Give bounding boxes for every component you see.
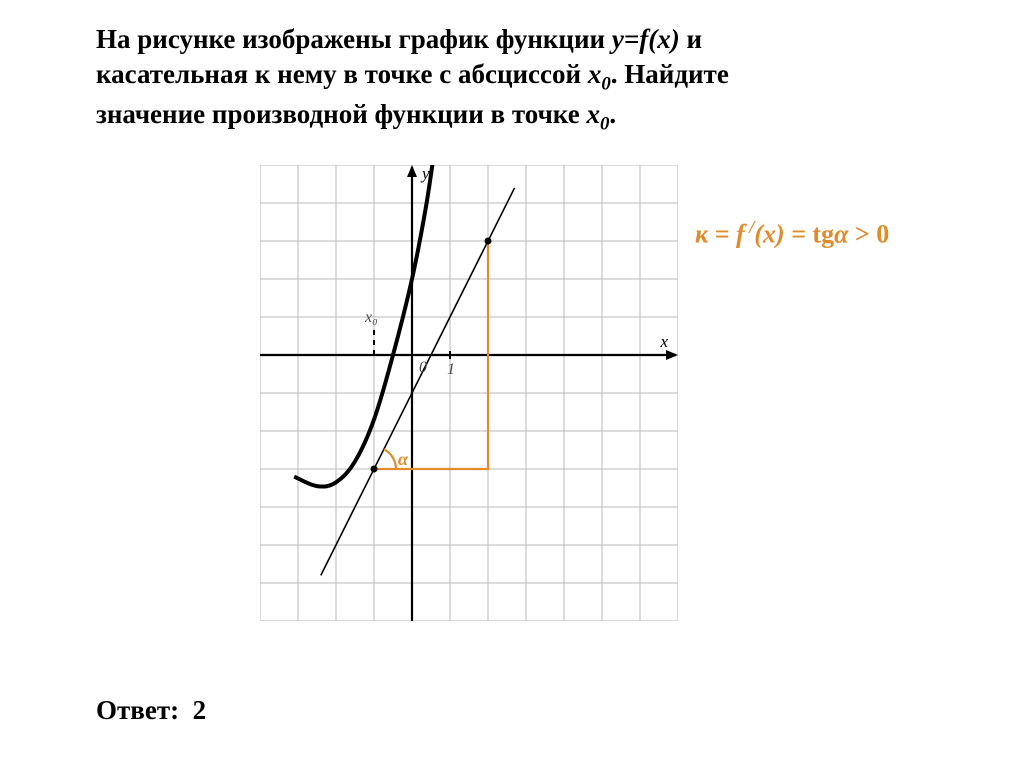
problem-text-a: На рисунке изображены график функции y=f… [96,24,702,54]
problem-text-b: касательная к нему в точке с абсциссой x… [96,59,729,89]
svg-text:0: 0 [419,359,427,376]
svg-text:y: y [420,165,430,183]
derivative-formula: к = f /(x) = tgα > 0 [695,217,889,250]
chart: y x 0 1 x₀ α [260,165,680,625]
answer-label: Ответ: [96,695,179,725]
chart-svg: y x 0 1 x₀ α [260,165,678,621]
svg-text:1: 1 [447,361,455,378]
problem-statement: На рисунке изображены график функции y=f… [96,22,936,137]
svg-text:x₀: x₀ [364,309,378,326]
svg-text:x: x [659,332,668,351]
problem-text-c: значение производной функции в точке x0. [96,99,616,129]
answer-value: 2 [193,695,207,725]
svg-text:α: α [398,449,409,469]
answer-block: Ответ: 2 [96,695,206,726]
